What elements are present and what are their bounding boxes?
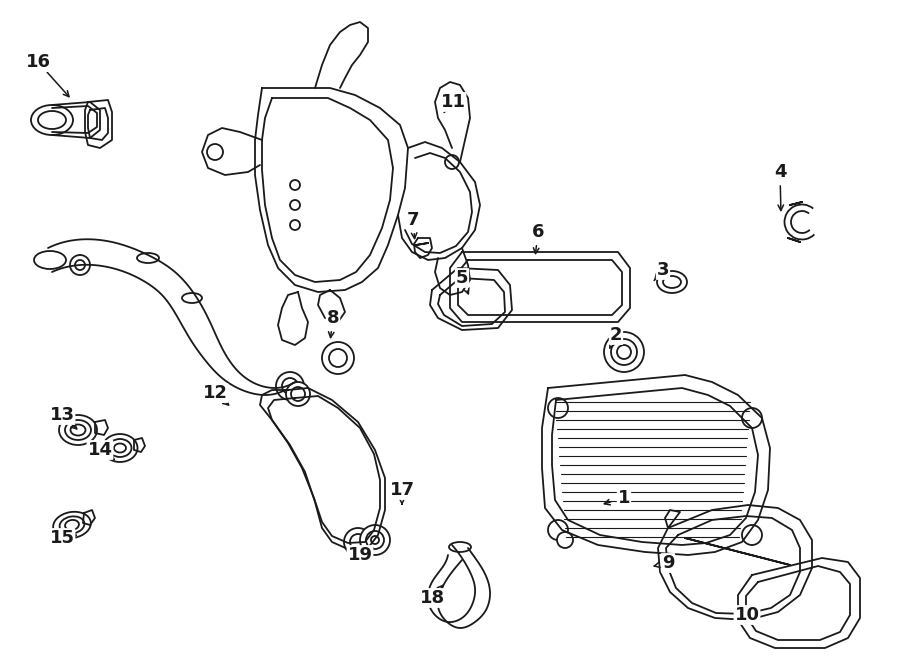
Ellipse shape: [449, 542, 471, 552]
Circle shape: [548, 520, 568, 540]
Circle shape: [350, 534, 366, 550]
Circle shape: [276, 372, 304, 400]
Circle shape: [611, 339, 637, 365]
Ellipse shape: [31, 105, 73, 135]
Text: 12: 12: [202, 384, 228, 402]
Ellipse shape: [38, 111, 66, 129]
Text: 19: 19: [347, 546, 373, 564]
Text: 11: 11: [440, 93, 465, 111]
Text: 6: 6: [532, 223, 544, 241]
Ellipse shape: [137, 253, 159, 263]
Circle shape: [344, 528, 372, 556]
Circle shape: [290, 180, 300, 190]
Text: 16: 16: [25, 53, 50, 71]
Circle shape: [371, 536, 379, 544]
Ellipse shape: [657, 271, 687, 293]
Text: 8: 8: [327, 309, 339, 327]
Ellipse shape: [34, 251, 66, 269]
Circle shape: [360, 525, 390, 555]
Circle shape: [282, 378, 298, 394]
Circle shape: [75, 260, 85, 270]
Circle shape: [290, 220, 300, 230]
Text: 9: 9: [662, 554, 674, 572]
Ellipse shape: [103, 434, 138, 462]
Circle shape: [445, 155, 459, 169]
Text: 13: 13: [50, 406, 75, 424]
Ellipse shape: [663, 276, 681, 288]
Circle shape: [742, 525, 762, 545]
Circle shape: [286, 382, 310, 406]
Circle shape: [70, 255, 90, 275]
Ellipse shape: [65, 420, 91, 440]
Text: 17: 17: [390, 481, 415, 499]
Ellipse shape: [59, 415, 97, 445]
Text: 1: 1: [617, 489, 630, 507]
Text: 4: 4: [774, 163, 787, 181]
Circle shape: [617, 345, 631, 359]
Ellipse shape: [65, 520, 79, 530]
Text: 18: 18: [419, 589, 445, 607]
Circle shape: [291, 387, 305, 401]
Ellipse shape: [70, 424, 86, 436]
Circle shape: [329, 349, 347, 367]
Circle shape: [290, 200, 300, 210]
Circle shape: [604, 332, 644, 372]
Circle shape: [742, 408, 762, 428]
Text: 2: 2: [610, 326, 622, 344]
Text: 5: 5: [455, 269, 468, 287]
Circle shape: [322, 342, 354, 374]
Ellipse shape: [114, 444, 126, 453]
Text: 3: 3: [657, 261, 670, 279]
Ellipse shape: [109, 439, 131, 457]
Text: 14: 14: [87, 441, 112, 459]
Ellipse shape: [182, 293, 202, 303]
Text: 15: 15: [50, 529, 75, 547]
Circle shape: [557, 532, 573, 548]
Ellipse shape: [59, 516, 85, 533]
Text: 7: 7: [407, 211, 419, 229]
Text: 10: 10: [734, 606, 760, 624]
Circle shape: [548, 398, 568, 418]
Circle shape: [366, 531, 384, 549]
Circle shape: [207, 144, 223, 160]
Ellipse shape: [53, 512, 91, 538]
